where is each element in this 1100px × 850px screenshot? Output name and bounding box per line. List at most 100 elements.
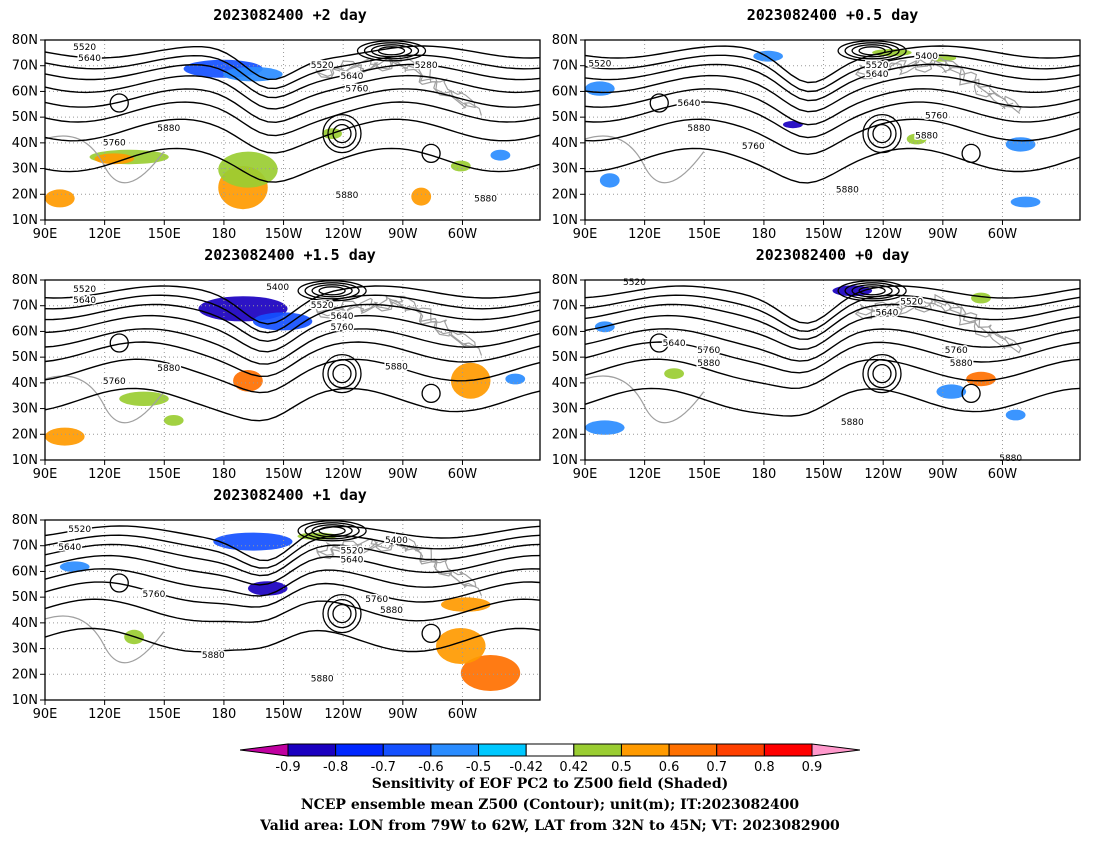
- z500-contour: [44, 534, 541, 569]
- panel-title: 2023082400 +0 day: [755, 246, 910, 264]
- z500-contour: [109, 333, 129, 353]
- lon-label: 150W: [805, 227, 843, 242]
- z500-contour: [332, 363, 352, 384]
- z500-contour: [311, 524, 353, 538]
- contour-label: 5520: [73, 285, 96, 295]
- contour-label: 5760: [103, 139, 126, 149]
- z500-contour: [44, 101, 541, 137]
- lat-label: 10N: [12, 213, 38, 228]
- lat-label: 80N: [12, 513, 38, 528]
- colorbar-segment: [668, 743, 718, 757]
- lat-label: 10N: [12, 693, 38, 708]
- colorbar-tick-label: -0.6: [418, 760, 443, 775]
- z500-contour: [44, 303, 541, 343]
- z500-contour: [44, 341, 541, 378]
- contour-label: 5520: [68, 525, 91, 535]
- contour-label: 5280: [415, 61, 438, 71]
- z500-contour: [318, 526, 346, 536]
- lon-label: 180: [212, 227, 237, 242]
- z500-contour: [109, 93, 129, 113]
- lat-label: 50N: [12, 350, 38, 365]
- lon-label: 180: [752, 467, 777, 482]
- contour-label: 5640: [340, 72, 363, 82]
- lon-label: 60W: [448, 227, 478, 242]
- lat-label: 60N: [12, 564, 38, 579]
- footer-line-ensemble: NCEP ensemble mean Z500 (Contour); unit(…: [300, 797, 800, 813]
- colorbar: -0.9 -0.8 -0.7 -0.6 -0.5 -0.42 0.42 0.5 0.6 0.7 0.…: [240, 743, 860, 775]
- colorbar-tick-label: 0.8: [754, 760, 775, 775]
- lat-label: 60N: [552, 84, 578, 99]
- contour-label: 5640: [78, 54, 101, 64]
- z500-contour: [649, 333, 669, 353]
- colorbar-segment: [525, 743, 575, 757]
- colorbar-segment: [763, 743, 813, 757]
- map-plot: 5520552056405640576058805760588058805880…: [552, 273, 1081, 482]
- sensitivity-shading: [411, 187, 432, 206]
- z500-contour: [322, 593, 362, 634]
- z500-contour: [421, 143, 441, 164]
- contour-label: 5760: [925, 112, 948, 122]
- contour-label: 5640: [331, 312, 354, 322]
- colorbar-tick-label: 0.42: [559, 760, 588, 775]
- z500-contour: [363, 42, 420, 60]
- plot-frame: [584, 279, 1081, 461]
- z500-contour: [327, 598, 357, 629]
- panel-title: 2023082400 +2 day: [213, 6, 367, 24]
- z500-contour: [109, 573, 129, 593]
- contour-label: 5880: [474, 194, 497, 204]
- lon-label: 150W: [805, 467, 843, 482]
- z500-contour: [318, 286, 346, 296]
- lon-label: 90W: [928, 467, 958, 482]
- contour-label: 5640: [340, 556, 363, 566]
- lon-label: 60W: [448, 707, 478, 722]
- contour-label: 5760: [365, 595, 388, 605]
- contour-label: 5520: [866, 61, 889, 71]
- lon-label: 150E: [148, 467, 181, 482]
- lon-label: 120E: [88, 707, 121, 722]
- coastline: [316, 538, 476, 589]
- coastline: [316, 540, 483, 596]
- z500-contour: [851, 44, 893, 58]
- z500-contour: [44, 63, 541, 99]
- lat-label: 50N: [12, 110, 38, 125]
- z500-contour: [332, 603, 352, 624]
- coastline: [855, 62, 1021, 114]
- contour-label: 5520: [311, 301, 334, 311]
- contour-label: 5880: [999, 454, 1022, 464]
- lon-label: 60W: [448, 467, 478, 482]
- colorbar-segment: [382, 743, 432, 757]
- lon-label: 180: [212, 707, 237, 722]
- lat-label: 70N: [12, 299, 38, 314]
- contour-label: 5760: [345, 85, 368, 95]
- z500-contour: [584, 88, 1081, 126]
- colorbar-segment: [573, 743, 622, 757]
- colorbar-segment: [478, 743, 527, 757]
- z500-contour: [44, 525, 541, 562]
- lat-label: 80N: [552, 33, 578, 48]
- z500-contour: [858, 286, 886, 296]
- sensitivity-shading: [936, 384, 967, 399]
- z500-contour: [311, 284, 353, 298]
- lon-label: 90E: [573, 227, 598, 242]
- lat-label: 30N: [12, 642, 38, 657]
- colorbar-tick-label: 0.9: [802, 760, 823, 775]
- colorbar-segment: [620, 743, 670, 757]
- panel-title: 2023082400 +1 day: [213, 486, 367, 504]
- lat-label: 10N: [12, 453, 38, 468]
- z500-contour: [872, 363, 892, 384]
- coastline: [315, 299, 476, 349]
- z500-contour: [44, 554, 541, 586]
- z500-contour: [421, 623, 441, 644]
- contour-label: 5880: [380, 606, 403, 616]
- z500-contour: [584, 341, 1081, 374]
- sensitivity-shading: [45, 189, 75, 208]
- panel-plus-1-day: 2023082400 +1 day 5520 5640 5400 5520 5640 57…: [0, 480, 550, 725]
- sensitivity-shading: [585, 420, 625, 435]
- z500-contour: [44, 598, 541, 623]
- lon-label: 120W: [324, 467, 362, 482]
- z500-contour: [44, 568, 541, 597]
- plot-area: [585, 280, 1080, 460]
- lon-label: 90W: [928, 227, 958, 242]
- lon-label: 120W: [864, 467, 902, 482]
